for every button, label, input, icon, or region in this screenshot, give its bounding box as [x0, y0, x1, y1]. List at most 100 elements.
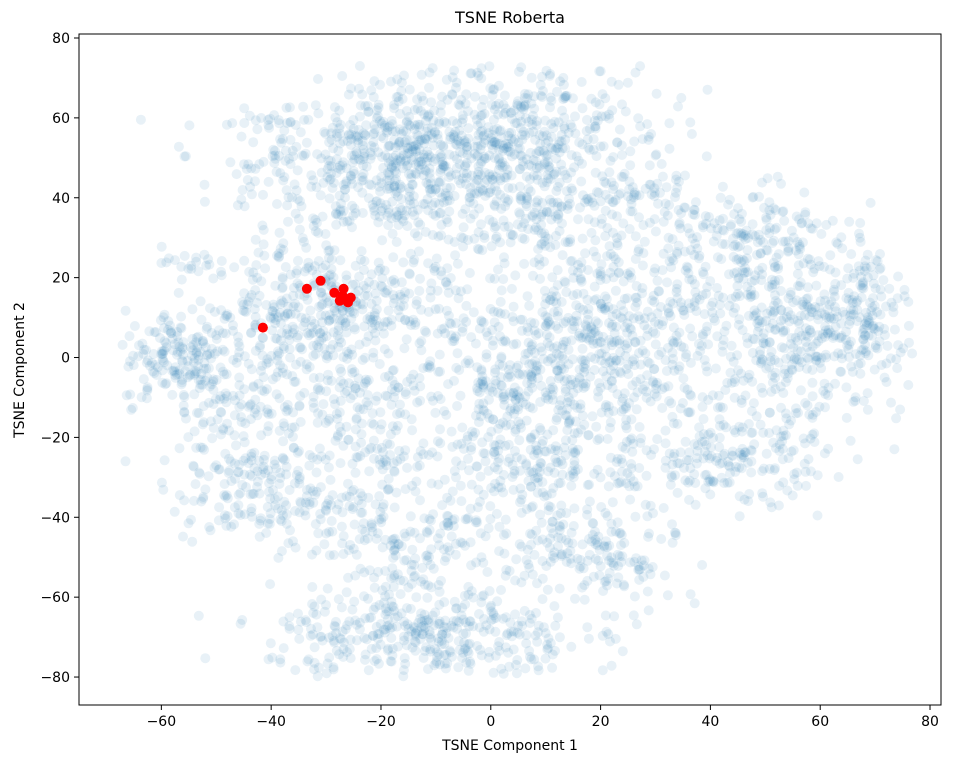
background-point	[664, 143, 675, 154]
background-point	[255, 515, 266, 526]
background-point	[482, 331, 493, 341]
background-point	[373, 217, 384, 228]
background-point	[412, 139, 423, 150]
y-tick-label: −20	[40, 430, 70, 446]
background-point	[670, 192, 680, 203]
background-point	[435, 424, 445, 435]
background-point	[473, 174, 484, 185]
background-point	[401, 126, 412, 137]
background-point	[582, 314, 593, 325]
background-point	[341, 176, 352, 187]
background-point	[491, 508, 502, 519]
background-point	[341, 163, 352, 174]
background-point	[242, 175, 253, 185]
background-point	[495, 296, 506, 307]
background-point	[383, 158, 394, 169]
background-point	[515, 209, 526, 220]
background-point	[443, 190, 454, 201]
background-point	[374, 211, 385, 222]
background-point	[668, 353, 678, 364]
background-point	[369, 142, 380, 153]
background-point	[284, 330, 294, 341]
background-point	[463, 106, 473, 117]
background-point	[582, 622, 593, 633]
background-point	[429, 197, 440, 208]
background-point	[410, 168, 421, 179]
background-point	[236, 131, 247, 142]
background-point	[669, 527, 680, 538]
background-point	[469, 109, 480, 120]
background-point	[558, 519, 569, 530]
background-point	[396, 129, 407, 139]
background-point	[718, 292, 728, 303]
background-point	[462, 144, 473, 155]
background-point	[284, 623, 295, 634]
background-point	[505, 360, 516, 371]
background-point	[729, 377, 740, 388]
background-point	[308, 221, 319, 231]
background-point	[494, 637, 505, 647]
background-point	[669, 337, 680, 348]
background-point	[127, 403, 138, 413]
background-point	[117, 339, 128, 350]
background-point	[684, 407, 694, 418]
background-point	[264, 478, 275, 489]
background-point	[424, 168, 435, 179]
background-point	[601, 576, 612, 587]
background-point	[461, 168, 472, 179]
background-point	[439, 474, 450, 485]
background-point	[412, 231, 423, 242]
background-point	[403, 143, 413, 154]
background-point	[299, 150, 309, 161]
background-point	[311, 467, 322, 478]
background-point	[368, 347, 379, 358]
highlight-point	[337, 290, 348, 301]
background-point	[836, 318, 847, 329]
background-point	[295, 391, 306, 402]
background-point	[361, 161, 372, 172]
background-point	[489, 199, 500, 210]
background-point	[529, 347, 540, 358]
background-point	[401, 135, 412, 146]
background-point	[531, 360, 542, 371]
background-point	[779, 368, 790, 379]
background-point	[445, 495, 456, 506]
background-point	[561, 186, 572, 197]
background-point	[655, 302, 666, 312]
background-point	[203, 363, 214, 374]
background-point	[409, 140, 420, 151]
background-point	[472, 135, 483, 146]
background-point	[335, 119, 346, 130]
background-point	[504, 661, 515, 672]
background-point	[400, 156, 411, 167]
y-tick-label: 60	[52, 111, 70, 127]
background-point	[519, 570, 530, 581]
background-point	[525, 174, 535, 185]
background-point	[568, 316, 579, 327]
background-point	[503, 456, 514, 467]
background-point	[195, 296, 206, 307]
background-point	[487, 170, 498, 181]
background-point	[728, 356, 739, 367]
background-point	[383, 204, 394, 215]
background-point	[331, 504, 342, 515]
background-point	[644, 160, 655, 171]
background-point	[729, 392, 740, 403]
background-point	[134, 340, 144, 351]
background-point	[710, 363, 721, 374]
background-point	[471, 515, 482, 526]
background-point	[405, 199, 416, 210]
background-point	[386, 276, 397, 287]
background-point	[424, 184, 435, 195]
background-point	[560, 386, 571, 397]
background-point	[672, 487, 683, 498]
background-point	[390, 150, 401, 161]
background-point	[845, 310, 855, 321]
background-point	[657, 320, 668, 331]
background-point	[500, 107, 511, 118]
background-point	[892, 293, 903, 304]
background-point	[311, 182, 322, 193]
background-point	[249, 447, 260, 458]
background-point	[190, 479, 201, 490]
